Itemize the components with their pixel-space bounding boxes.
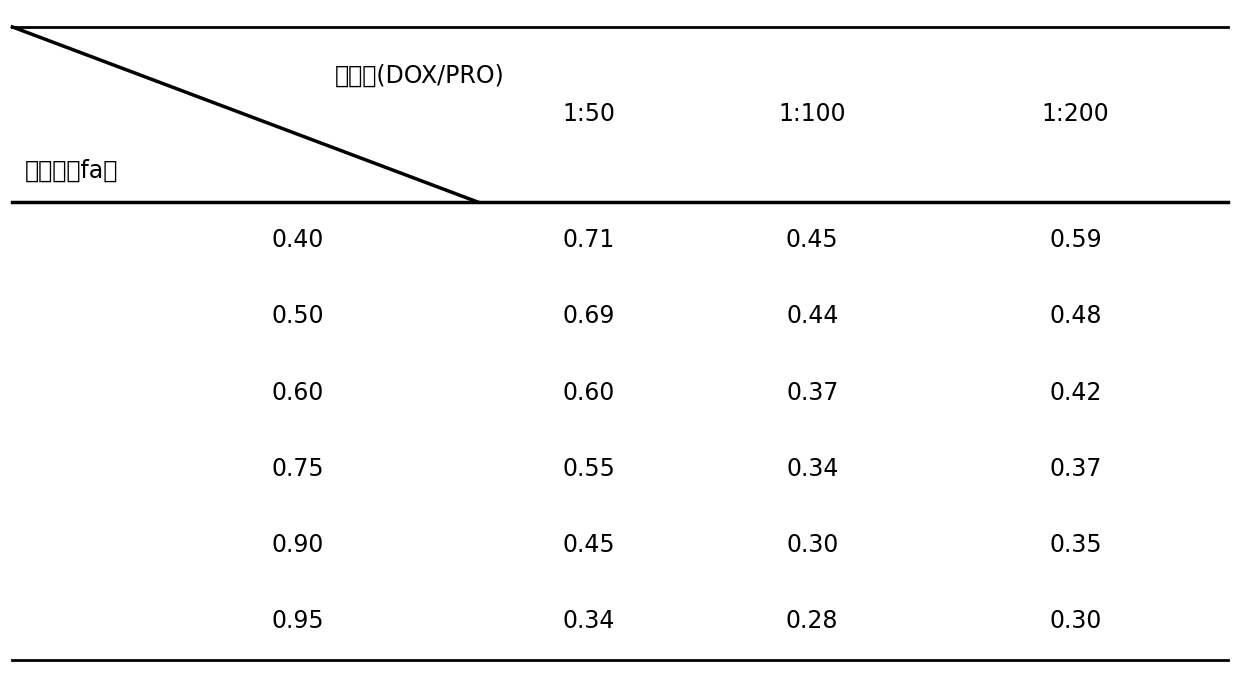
Text: 0.60: 0.60 bbox=[563, 381, 615, 404]
Text: 0.37: 0.37 bbox=[786, 381, 838, 404]
Text: 0.40: 0.40 bbox=[272, 228, 324, 252]
Text: 0.34: 0.34 bbox=[786, 457, 838, 481]
Text: 0.59: 0.59 bbox=[1049, 228, 1102, 252]
Text: 1:50: 1:50 bbox=[563, 102, 615, 127]
Text: 0.45: 0.45 bbox=[563, 533, 615, 557]
Text: 0.90: 0.90 bbox=[272, 533, 324, 557]
Text: 0.75: 0.75 bbox=[272, 457, 324, 481]
Text: 0.28: 0.28 bbox=[786, 610, 838, 633]
Text: 0.95: 0.95 bbox=[272, 610, 324, 633]
Text: 抑制率（fa）: 抑制率（fa） bbox=[25, 158, 118, 182]
Text: 0.69: 0.69 bbox=[563, 304, 615, 328]
Text: 0.35: 0.35 bbox=[1049, 533, 1102, 557]
Text: 0.34: 0.34 bbox=[563, 610, 615, 633]
Text: 0.60: 0.60 bbox=[272, 381, 324, 404]
Text: 0.44: 0.44 bbox=[786, 304, 838, 328]
Text: 0.71: 0.71 bbox=[563, 228, 615, 252]
Text: 0.55: 0.55 bbox=[563, 457, 615, 481]
Text: 1:100: 1:100 bbox=[779, 102, 846, 127]
Text: 0.42: 0.42 bbox=[1049, 381, 1102, 404]
Text: 0.37: 0.37 bbox=[1049, 457, 1102, 481]
Text: 0.30: 0.30 bbox=[786, 533, 838, 557]
Text: 1:200: 1:200 bbox=[1042, 102, 1110, 127]
Text: 0.45: 0.45 bbox=[786, 228, 838, 252]
Text: 0.48: 0.48 bbox=[1049, 304, 1102, 328]
Text: 0.30: 0.30 bbox=[1049, 610, 1102, 633]
Text: 0.50: 0.50 bbox=[272, 304, 324, 328]
Text: 摩尔比(DOX/PRO): 摩尔比(DOX/PRO) bbox=[335, 64, 505, 88]
